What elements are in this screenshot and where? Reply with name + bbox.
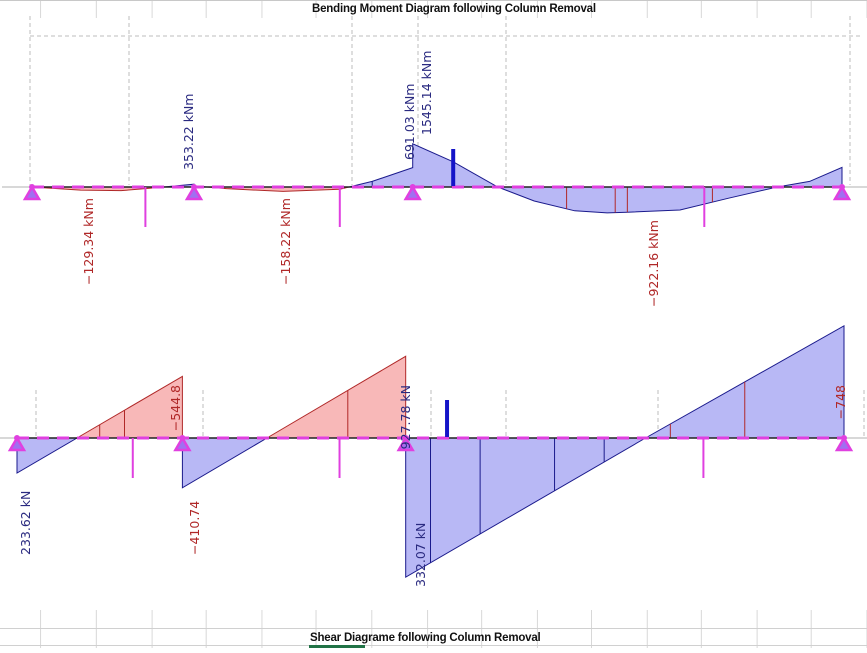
negative-region [75, 375, 183, 439]
support-triangle-icon [832, 184, 852, 201]
support-node [14, 435, 20, 441]
value-label: 353.22 kNm [181, 94, 196, 170]
value-label: 332.07 kN [413, 523, 428, 587]
support-triangle-icon [184, 184, 204, 201]
value-label: −129.34 kNm [81, 198, 96, 285]
support-triangle-icon [403, 184, 422, 201]
bending-moment-diagram: 353.22 kNm −129.34 kNm −158.22 kNm 691.03 k… [2, 16, 867, 307]
support-triangle-icon [834, 435, 854, 452]
support-triangle-icon [396, 435, 415, 452]
support-node [839, 184, 845, 190]
positive-region [16, 437, 79, 474]
positive-region [405, 324, 845, 579]
support-node [402, 435, 409, 441]
value-label: −158.22 kNm [278, 198, 293, 285]
positive-region [348, 142, 843, 214]
shear-force-diagram: 233.62 kN −410.74 332.07 kN −544.8 927.78 kN… [0, 324, 867, 587]
support-node [29, 184, 35, 190]
value-label: 233.62 kN [18, 491, 33, 555]
support-triangle-icon [173, 435, 192, 452]
positive-region [181, 437, 269, 489]
support-triangle-icon [22, 184, 42, 201]
value-label: 1545.14 kNm [419, 51, 434, 135]
support-node [191, 184, 197, 190]
value-label: 927.78 kN [398, 385, 413, 449]
support-triangle-icon [7, 435, 27, 452]
support-node [841, 435, 847, 441]
bending-moment-title: Bending Moment Diagram following Column … [312, 3, 596, 15]
value-label: −410.74 [187, 501, 202, 555]
value-label: 691.03 kNm [402, 84, 417, 160]
negative-region [265, 355, 407, 439]
value-label: −544.8 [168, 385, 183, 431]
shear-diagram-title: Shear Diagrame following Column Removal [310, 632, 541, 644]
value-label: −922.16 kNm [646, 220, 661, 307]
support-node [179, 435, 186, 441]
value-label: −748 [833, 385, 848, 419]
support-node [409, 184, 416, 190]
active-cell-indicator [309, 645, 365, 648]
